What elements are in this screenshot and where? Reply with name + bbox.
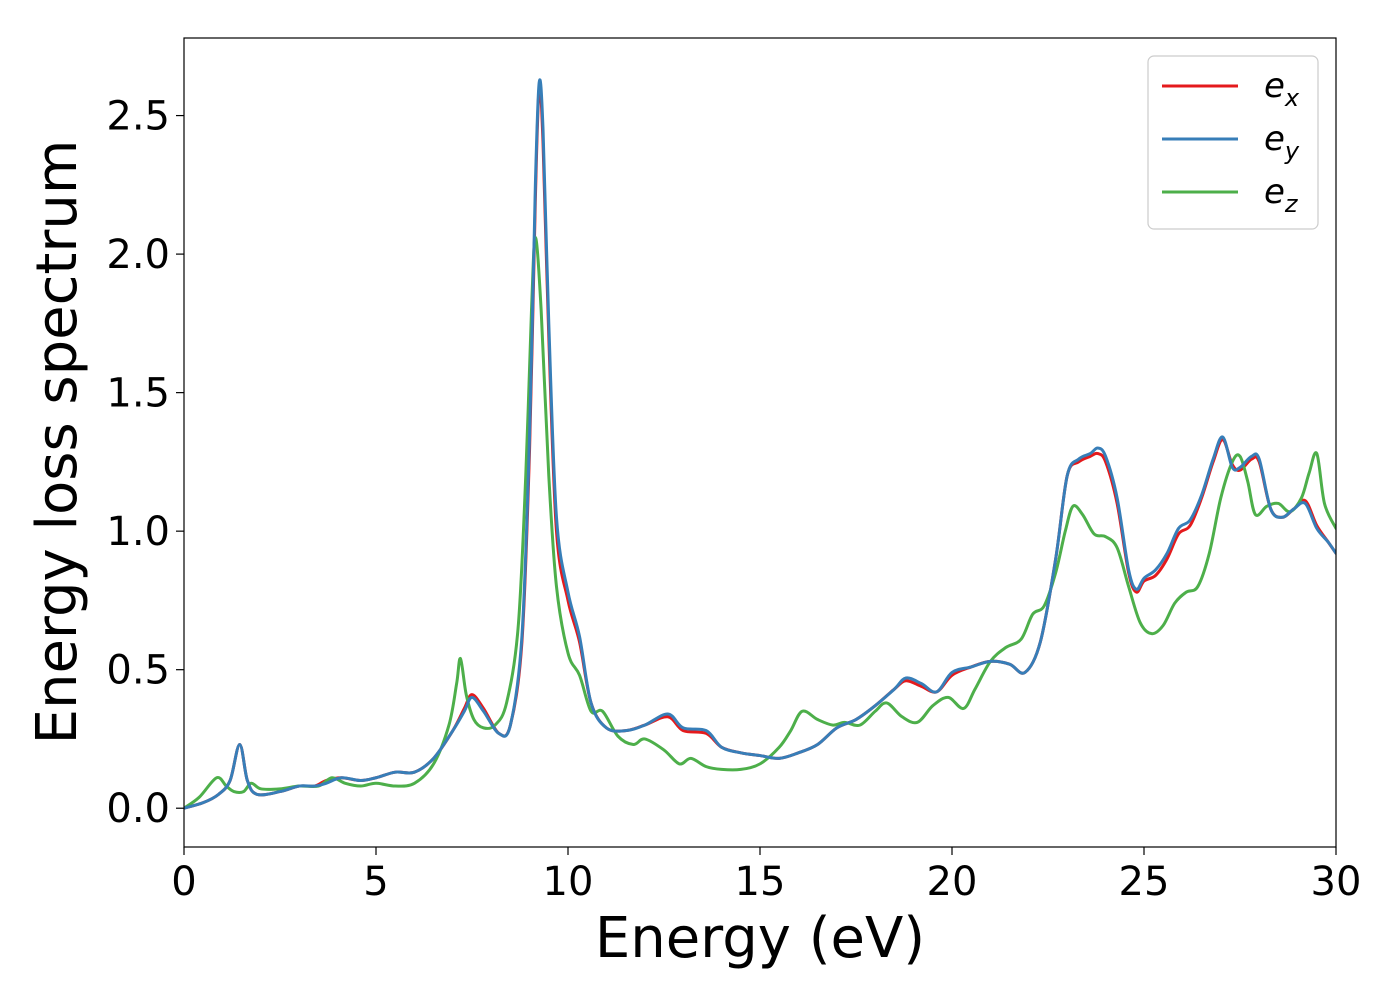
x-tick-label: 30 — [1311, 859, 1362, 905]
y-tick-label: 2.5 — [106, 94, 170, 140]
x-tick-label: 10 — [543, 859, 594, 905]
x-tick-label: 0 — [171, 859, 196, 905]
y-tick-label: 1.0 — [106, 509, 170, 555]
x-tick-label: 20 — [927, 859, 978, 905]
y-tick-label: 0.5 — [106, 648, 170, 694]
x-axis-title: Energy (eV) — [595, 906, 925, 971]
y-tick-label: 2.0 — [106, 232, 170, 278]
x-tick-label: 5 — [363, 859, 388, 905]
y-tick-label: 1.5 — [106, 371, 170, 417]
x-tick-label: 15 — [735, 859, 786, 905]
y-axis-title: Energy loss spectrum — [25, 140, 90, 745]
series-line-y — [184, 78, 1336, 810]
series-line-z — [184, 235, 1336, 810]
x-axis-ticks: 0 5 10 15 20 25 30 — [171, 847, 1361, 905]
legend-box — [1147, 55, 1319, 230]
series-layer — [184, 78, 1336, 810]
x-tick-label: 25 — [1119, 859, 1170, 905]
y-axis-ticks: 0.0 0.5 1.0 1.5 2.0 2.5 — [106, 94, 184, 832]
y-tick-label: 0.0 — [106, 786, 170, 832]
